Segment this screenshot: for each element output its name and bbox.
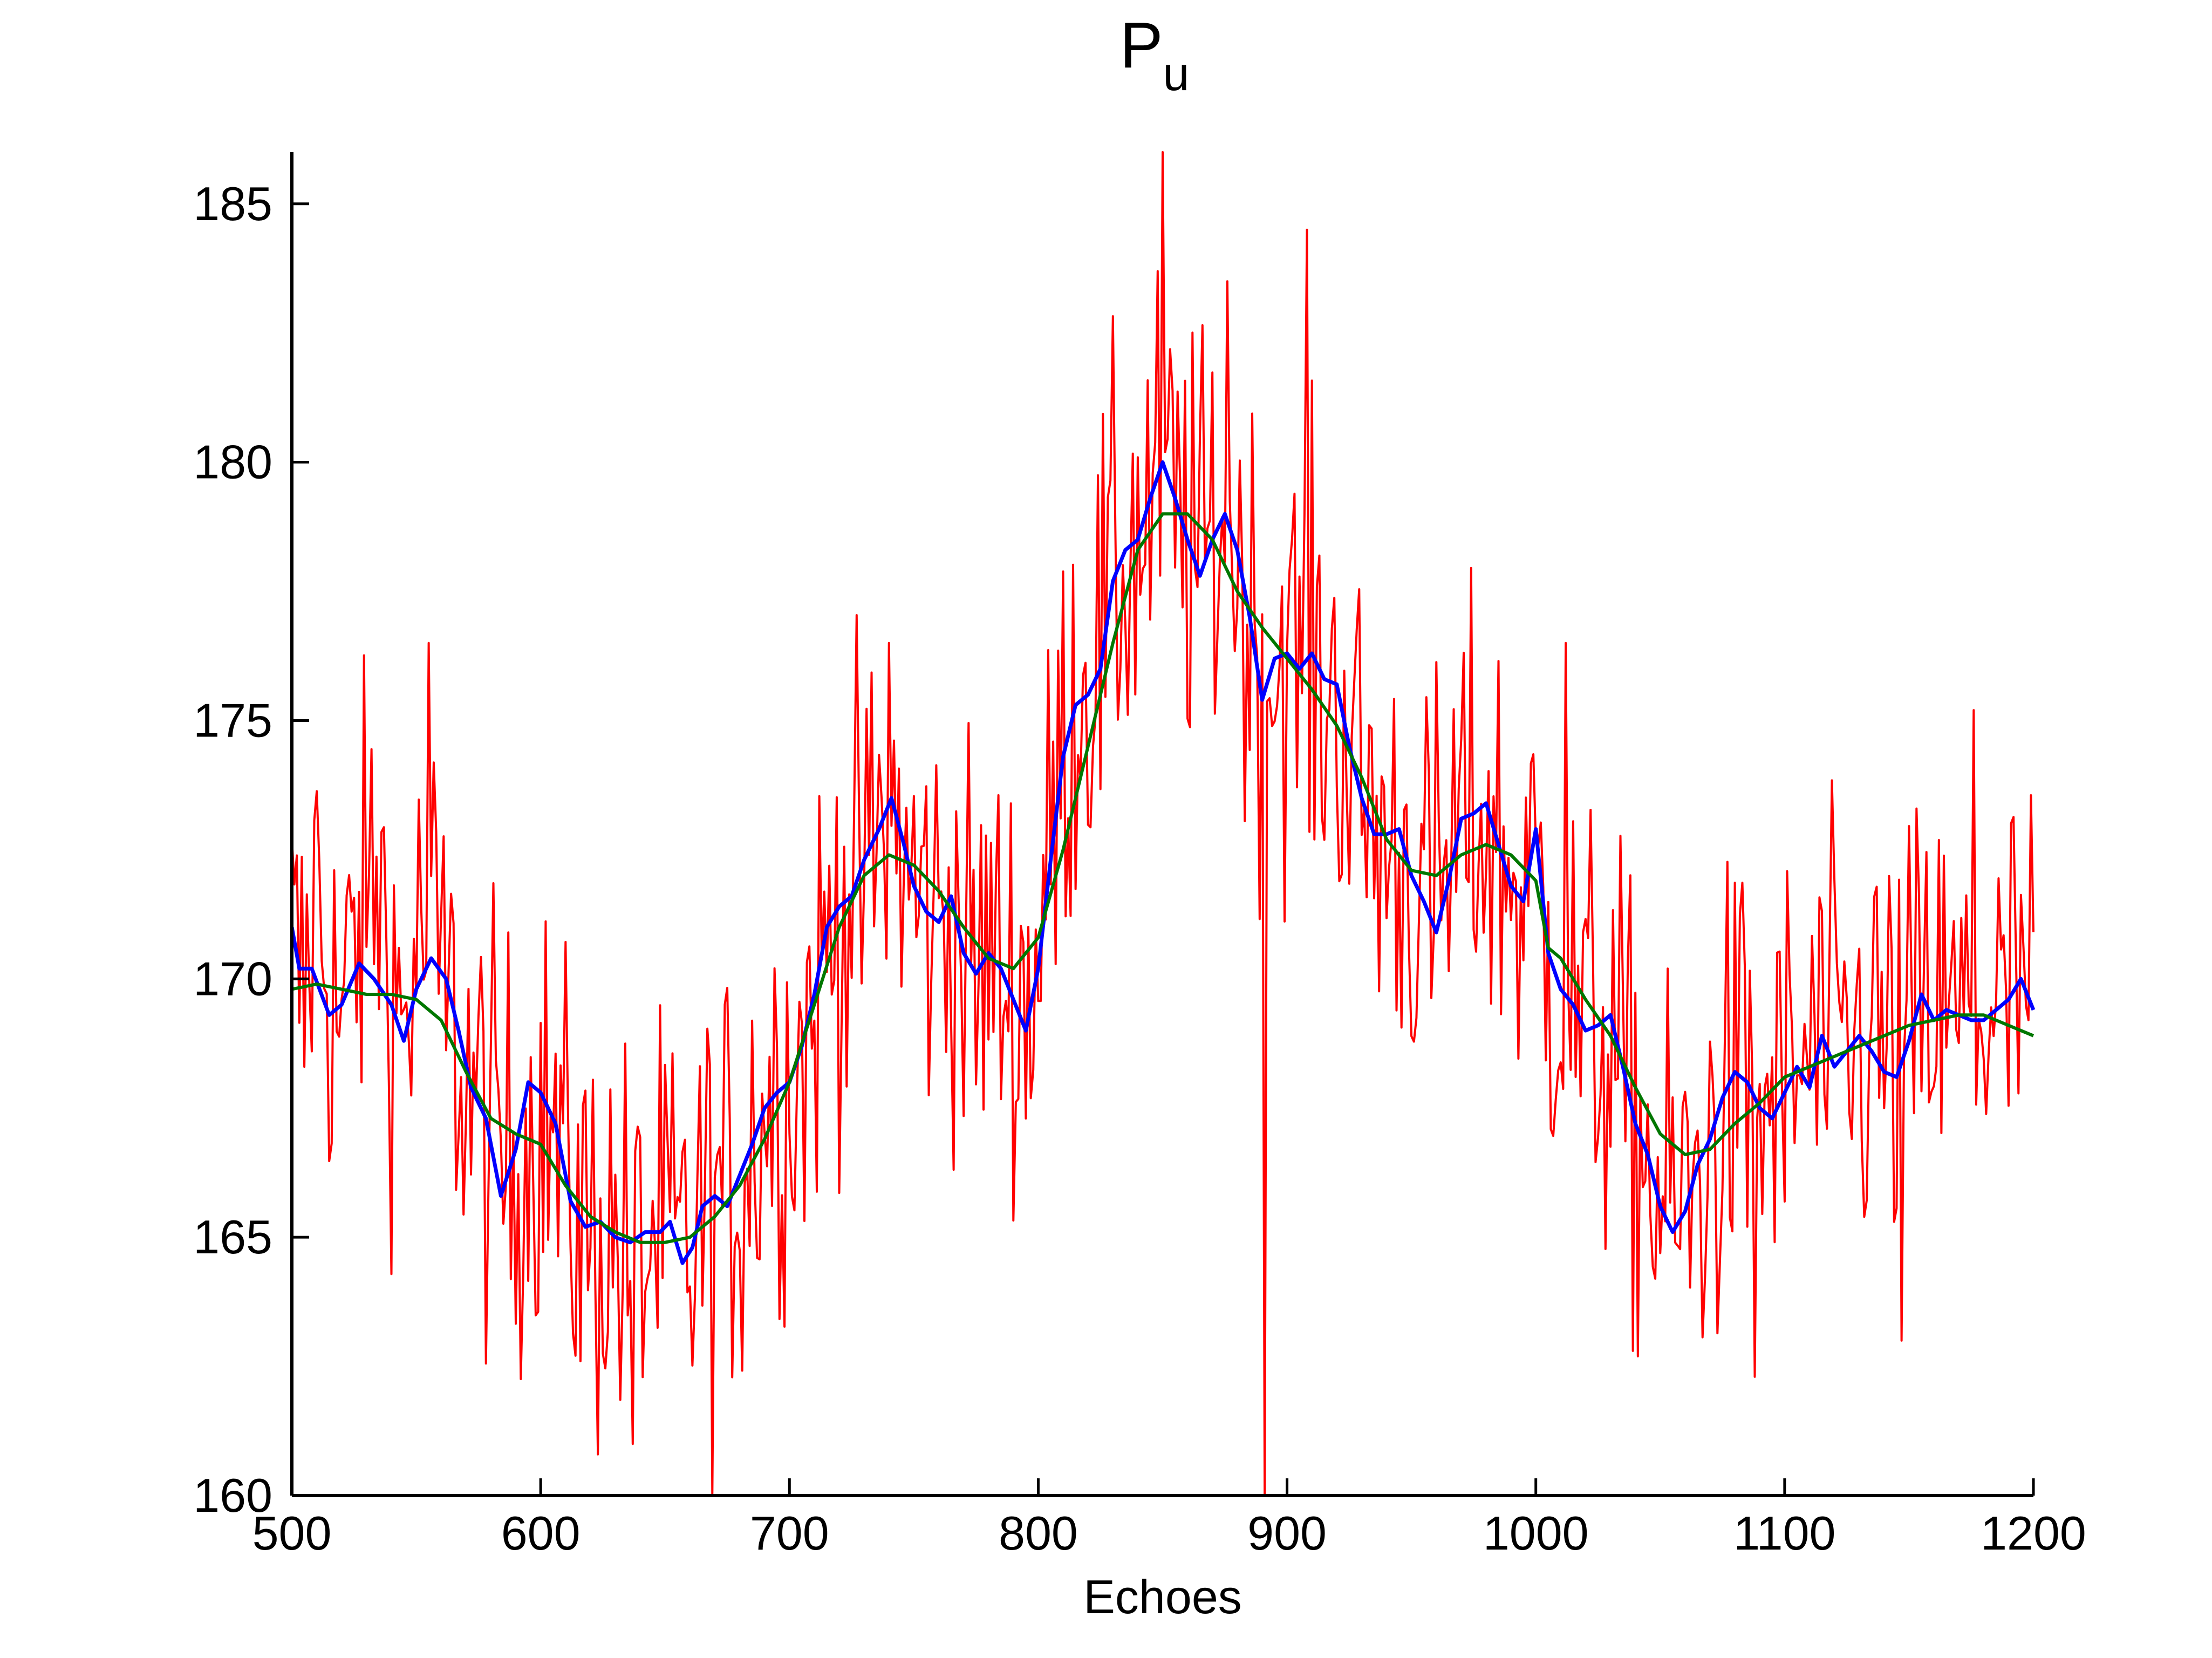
- series-line-raw: [291, 151, 2035, 1497]
- axes: 500 600 700 800 900 1000 1100 1200 160 165 170 175…: [193, 152, 2086, 1560]
- chart-title-main: P: [1120, 9, 1163, 81]
- x-tick-label: 1000: [1483, 1506, 1589, 1560]
- x-tick-label: 500: [252, 1506, 332, 1560]
- series-line-trend: [291, 512, 2035, 1244]
- plot-lines: [290, 151, 2036, 1497]
- x-tick-label: 700: [750, 1506, 829, 1560]
- x-tick-label: 800: [999, 1506, 1078, 1560]
- y-tick-label: 180: [193, 435, 272, 489]
- series-line-smoothed: [290, 460, 2036, 1265]
- y-tick-label: 175: [193, 693, 272, 747]
- y-tick-label: 160: [193, 1469, 272, 1522]
- x-tick-label: 600: [501, 1506, 581, 1560]
- x-axis-title: Echoes: [1083, 1570, 1242, 1623]
- chart-title-subscript: u: [1163, 47, 1190, 100]
- y-tick-label: 170: [193, 952, 272, 1005]
- x-tick-label: 1100: [1733, 1506, 1835, 1560]
- x-tick-label: 900: [1247, 1506, 1327, 1560]
- y-tick-label: 165: [193, 1210, 272, 1264]
- chart-title: Pu: [1120, 9, 1190, 100]
- y-ticks: 160 165 170 175 180 185: [193, 177, 309, 1522]
- x-ticks: 500 600 700 800 900 1000 1100 1200: [252, 1478, 2086, 1560]
- x-tick-label: 1200: [1981, 1506, 2086, 1560]
- y-tick-label: 185: [193, 177, 272, 230]
